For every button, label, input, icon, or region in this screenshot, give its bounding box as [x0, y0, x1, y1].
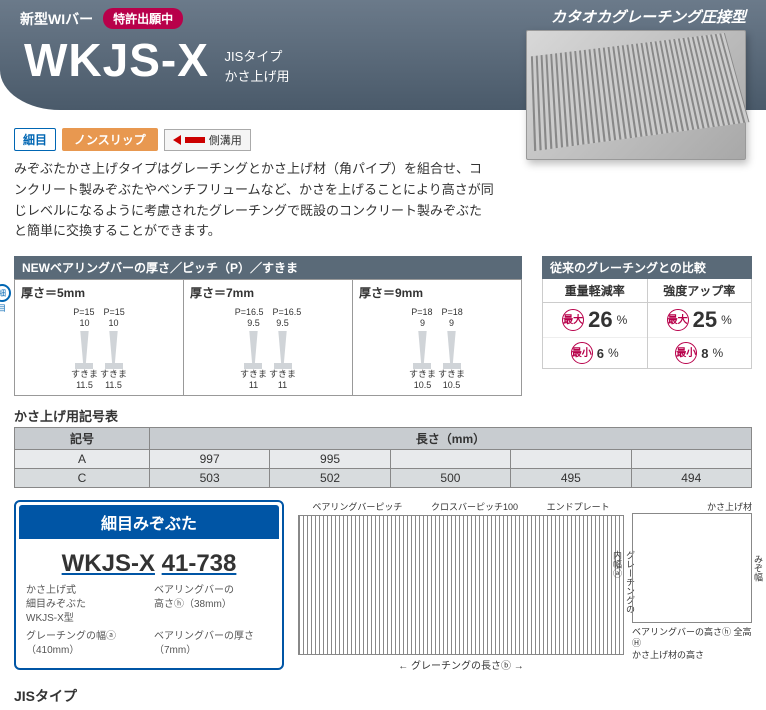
- min-badge: 最小: [675, 342, 697, 364]
- series-label: 新型WIバー: [20, 9, 93, 29]
- col2-min: 8: [701, 346, 708, 361]
- jis-label: JISタイプ: [14, 686, 752, 706]
- product-subtitle: JISタイプ かさ上げ用: [225, 47, 290, 86]
- table-row: A997995: [15, 449, 752, 468]
- compare-header: 従来のグレーチングとの比較: [542, 256, 752, 279]
- compare-col-strength: 強度アップ率 最大25% 最小8%: [648, 279, 753, 369]
- compare-col2-title: 強度アップ率: [648, 279, 752, 303]
- bearing-bar-section: NEWベアリングバーの厚さ／ピッチ（P）／すきま 厚さ＝5mm P=15 P=1…: [14, 256, 522, 395]
- bearing-header: NEWベアリングバーの厚さ／ピッチ（P）／すきま: [14, 256, 522, 279]
- cross-box: みぞ幅: [632, 513, 752, 623]
- product-box-header: 細目みぞぶた: [19, 505, 279, 539]
- table-row: C503502500495494: [15, 468, 752, 487]
- bearing-col: 厚さ＝9mm P=18 P=18 9すきま10.59すきま10.5: [353, 280, 521, 394]
- cross-labels: ベアリングバーの高さⓗ 全高Ⓗ かさ上げ材の高さ: [632, 627, 752, 662]
- min-badge: 最小: [571, 342, 593, 364]
- description: みぞぶたかさ上げタイプはグレーチングとかさ上げ材（角パイプ）を組合せ、コンクリー…: [14, 159, 494, 242]
- subtitle-1: JISタイプ: [225, 49, 283, 64]
- tag-side-label: 側溝用: [209, 132, 242, 148]
- tag-fine: 細目: [14, 128, 56, 151]
- product-code: WKJS-X 41-738: [16, 542, 282, 582]
- compare-section: 従来のグレーチングとの比較 重量軽減率 最大26% 最小6% 強度アップ率 最大…: [542, 256, 752, 369]
- th-code: 記号: [15, 427, 150, 449]
- compare-col1-title: 重量軽減率: [543, 279, 647, 303]
- tag-nonslip: ノンスリップ: [62, 128, 158, 151]
- technical-diagram: ベアリングバーピッチ クロスバーピッチ100 エンドプレート グレーチングの内幅…: [298, 500, 752, 672]
- cross-vlabel: みぞ幅: [752, 554, 765, 581]
- product-code-box: 細目みぞぶた WKJS-X 41-738 かさ上げ式 細目みぞぶた WKJS-X…: [14, 500, 284, 670]
- cross-top-label: かさ上げ材: [632, 500, 752, 513]
- code-main: WKJS-X: [62, 550, 155, 577]
- code-table-section: かさ上げ用記号表 記号長さ（mm） A997995C50350250049549…: [14, 406, 752, 488]
- max-badge: 最大: [562, 309, 584, 331]
- arrow-left-icon: [173, 135, 181, 145]
- subtitle-2: かさ上げ用: [225, 69, 290, 84]
- brand-label: カタオカグレーチング圧接型: [551, 6, 746, 27]
- code-table-title: かさ上げ用記号表: [14, 406, 752, 425]
- cross-section: かさ上げ材 みぞ幅 ベアリングバーの高さⓗ 全高Ⓗ かさ上げ材の高さ: [632, 500, 752, 672]
- patent-badge: 特許出願中: [103, 8, 183, 29]
- bearing-col: 厚さ＝5mm P=15 P=15 10すきま11.510すきま11.5 細目: [15, 280, 184, 394]
- code-num: 41-738: [162, 550, 237, 577]
- code-table: 記号長さ（mm） A997995C503502500495494: [14, 427, 752, 488]
- header-banner: カタオカグレーチング圧接型 新型WIバー 特許出願中 WKJS-X JISタイプ…: [0, 0, 766, 110]
- plan-labels: ベアリングバーピッチ クロスバーピッチ100 エンドプレート: [298, 500, 624, 513]
- plan-bottom-label: ← グレーチングの長さⓑ →: [298, 657, 624, 672]
- arrow-stem-icon: [185, 137, 205, 143]
- col1-min: 6: [597, 346, 604, 361]
- col1-max: 26: [588, 307, 612, 333]
- max-badge: 最大: [667, 309, 689, 331]
- product-photo: [526, 30, 746, 160]
- plan-view: グレーチングの内幅ⓐ: [298, 515, 624, 655]
- compare-col-weight: 重量軽減率 最大26% 最小6%: [542, 279, 648, 369]
- bearing-col: 厚さ＝7mm P=16.5 P=16.5 9.5すきま119.5すきま11: [184, 280, 353, 394]
- product-legend: かさ上げ式 細目みぞぶた WKJS-X型 ベアリングバーの 高さⓗ（38mm） …: [16, 582, 282, 668]
- tag-side-drain: 側溝用: [164, 129, 251, 151]
- col2-max: 25: [693, 307, 717, 333]
- th-length: 長さ（mm）: [149, 427, 751, 449]
- product-title: WKJS-X: [24, 33, 209, 87]
